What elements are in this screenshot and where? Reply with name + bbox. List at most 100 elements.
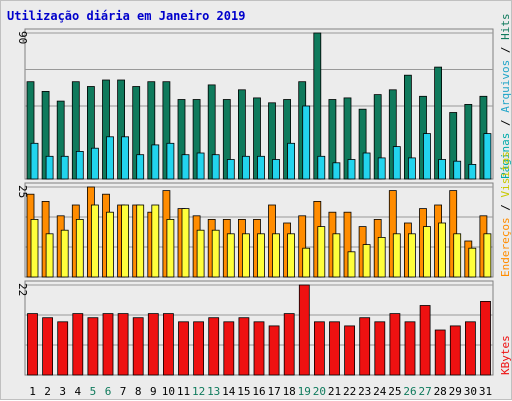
bar-hits-files-arquivos-21 (332, 162, 341, 180)
x-tick-label-18: 18 (283, 385, 296, 398)
x-tick-label-9: 9 (150, 385, 157, 398)
x-tick-label-20: 20 (313, 385, 326, 398)
bar-pages-visits-visitas-17 (272, 233, 280, 278)
bar-kbytes-kbytes-13 (208, 317, 220, 376)
bar-hits-files-arquivos-10 (166, 142, 175, 180)
bar-hits-files-arquivos-20 (317, 155, 326, 180)
right-label-kbytes-part-0: KBytes (499, 335, 512, 375)
bar-kbytes-kbytes-5 (87, 317, 99, 376)
bar-kbytes-kbytes-17 (268, 325, 280, 376)
bar-hits-files-arquivos-14 (226, 159, 235, 180)
x-tick-label-3: 3 (59, 385, 66, 398)
bar-pages-visits-visitas-24 (377, 236, 386, 278)
bar-pages-visits-visitas-27 (423, 226, 431, 278)
bar-hits-files-hits-4 (71, 81, 80, 180)
right-label-kbytes: KBytes (499, 335, 512, 375)
x-tick-label-12: 12 (192, 385, 205, 398)
bar-hits-files-arquivos-31 (483, 133, 492, 180)
bar-kbytes-kbytes-16 (253, 321, 265, 376)
bar-pages-visits-visitas-2 (45, 233, 54, 278)
x-tick-label-29: 29 (449, 385, 462, 398)
bar-hits-files-hits-5 (87, 86, 95, 180)
panel-kbytes: 22 (16, 280, 494, 376)
bar-hits-files-hits-29 (449, 112, 458, 180)
bar-hits-files-hits-18 (283, 99, 292, 180)
bar-hits-files-arquivos-7 (121, 136, 129, 180)
bar-hits-files-arquivos-30 (468, 163, 477, 180)
bar-hits-files-arquivos-12 (196, 152, 205, 180)
bar-pages-visits-visitas-18 (287, 233, 296, 278)
bar-hits-files-arquivos-24 (377, 157, 386, 180)
bar-hits-files-arquivos-5 (91, 147, 99, 180)
bar-hits-files-hits-23 (358, 108, 367, 180)
bar-kbytes-kbytes-11 (178, 321, 189, 376)
bar-kbytes-kbytes-12 (193, 321, 205, 376)
bar-hits-files-arquivos-22 (347, 159, 356, 180)
bar-hits-files-arquivos-23 (362, 152, 371, 180)
bar-pages-visits-visitas-26 (407, 233, 416, 278)
bar-pages-visits-visitas-28 (438, 222, 447, 278)
bar-kbytes-kbytes-6 (102, 313, 114, 376)
right-label-hits-part-2: Hits (499, 13, 512, 40)
bar-kbytes-kbytes-3 (57, 321, 69, 376)
right-label-visits: Endereços / Visitas (499, 151, 512, 277)
x-tick-label-15: 15 (237, 385, 250, 398)
bar-hits-files-arquivos-25 (392, 146, 401, 180)
bar-pages-visits-visitas-31 (483, 233, 492, 278)
bar-hits-files-hits-10 (162, 81, 171, 180)
bar-pages-visits-visitas-4 (75, 218, 84, 278)
bar-pages-visits-visitas-12 (196, 229, 205, 278)
bar-hits-files-hits-2 (41, 91, 50, 180)
bar-pages-visits-páginas-19 (298, 215, 307, 278)
bar-kbytes-kbytes-15 (238, 317, 250, 376)
bar-hits-files-arquivos-3 (60, 155, 69, 180)
bar-pages-visits-visitas-20 (317, 226, 326, 278)
x-tick-label-6: 6 (105, 385, 112, 398)
right-label-visits-part-0: Endereços (499, 217, 512, 277)
x-tick-label-8: 8 (135, 385, 142, 398)
bar-hits-files-arquivos-19 (302, 105, 311, 180)
bar-kbytes-kbytes-19 (298, 284, 310, 376)
bar-pages-visits-visitas-29 (453, 233, 462, 278)
bar-hits-files-hits-15 (237, 89, 246, 180)
bar-kbytes-kbytes-30 (464, 321, 476, 376)
x-tick-label-22: 22 (343, 385, 356, 398)
bar-hits-files-hits-26 (403, 74, 412, 180)
bar-pages-visits-visitas-9 (151, 204, 160, 278)
y-max-label-hits-files: 90 (16, 31, 29, 44)
bar-pages-visits-visitas-13 (211, 229, 220, 278)
y-max-label-pages-visits: 25 (16, 185, 29, 198)
bar-pages-visits-visitas-23 (362, 244, 371, 278)
panel-pages-visits: 25 (16, 182, 494, 278)
bar-hits-files-hits-13 (207, 84, 216, 180)
bar-hits-files-hits-9 (147, 81, 156, 180)
x-tick-label-2: 2 (44, 385, 51, 398)
bar-hits-files-hits-3 (56, 100, 65, 180)
panel-hits-files: 90 (16, 28, 494, 180)
x-tick-label-25: 25 (388, 385, 401, 398)
bar-kbytes-kbytes-27 (419, 305, 431, 376)
y-max-label-kbytes: 22 (16, 283, 29, 296)
bar-pages-visits-visitas-1 (30, 218, 39, 278)
right-label-hits-part-1: Arquivos (499, 60, 512, 113)
bar-hits-files-hits-12 (192, 99, 201, 180)
bar-hits-files-arquivos-17 (272, 159, 280, 180)
bar-hits-files-arquivos-15 (241, 155, 250, 180)
bar-kbytes-kbytes-25 (389, 313, 401, 376)
bar-pages-visits-visitas-11 (181, 208, 190, 278)
bar-kbytes-kbytes-31 (480, 300, 491, 376)
x-tick-label-23: 23 (358, 385, 371, 398)
bar-kbytes-kbytes-21 (329, 321, 340, 376)
bar-hits-files-arquivos-8 (136, 154, 145, 180)
x-tick-label-21: 21 (328, 385, 341, 398)
right-label-visits-part-1: Visitas (499, 151, 512, 197)
x-tick-label-24: 24 (373, 385, 387, 398)
bar-pages-visits-visitas-5 (91, 204, 99, 278)
bar-hits-files-hits-22 (343, 97, 352, 180)
bar-hits-files-hits-14 (222, 99, 231, 180)
bar-hits-files-arquivos-29 (453, 160, 462, 180)
bar-hits-files-hits-11 (177, 99, 186, 180)
x-tick-label-26: 26 (403, 385, 416, 398)
bar-hits-files-hits-1 (26, 81, 35, 180)
